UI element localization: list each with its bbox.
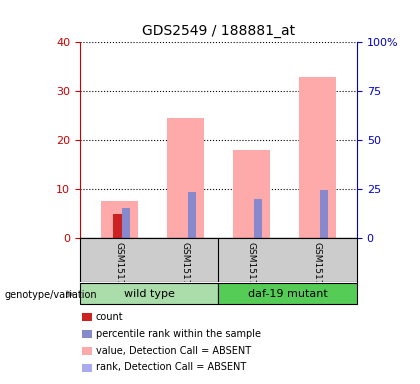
Bar [218,283,357,304]
Text: value, Detection Call = ABSENT: value, Detection Call = ABSENT [96,346,251,356]
Text: rank, Detection Call = ABSENT: rank, Detection Call = ABSENT [96,362,246,372]
Text: percentile rank within the sample: percentile rank within the sample [96,329,261,339]
Text: wild type: wild type [123,289,175,299]
Text: GSM151745: GSM151745 [247,242,256,296]
Bar [101,201,138,238]
Bar [122,208,130,238]
Bar [188,192,196,238]
Bar [233,150,270,238]
Bar [113,214,125,238]
Title: GDS2549 / 188881_at: GDS2549 / 188881_at [142,25,295,38]
Text: genotype/variation: genotype/variation [4,290,97,300]
Text: count: count [96,312,123,322]
Bar [320,190,328,238]
Text: GSM151748: GSM151748 [181,242,190,296]
Bar [80,283,218,304]
Text: GSM151746: GSM151746 [313,242,322,296]
Bar [167,118,204,238]
Bar [254,199,262,238]
Bar [299,76,336,238]
Text: daf-19 mutant: daf-19 mutant [248,289,328,299]
Text: GSM151747: GSM151747 [115,242,124,296]
